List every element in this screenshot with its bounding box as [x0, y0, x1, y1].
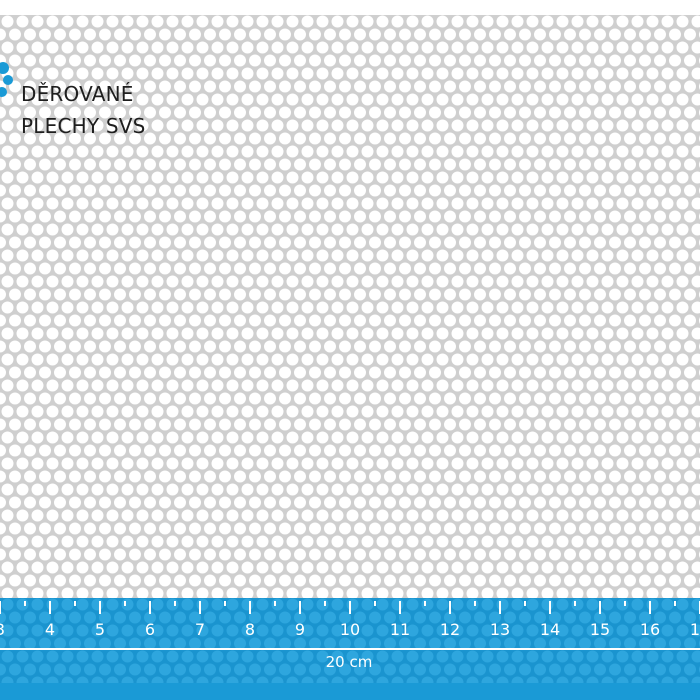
ruler-major-tick — [49, 601, 51, 614]
ruler-minor-tick — [574, 601, 576, 606]
ruler-major-tick — [349, 601, 351, 614]
ruler-number: 7 — [194, 620, 206, 639]
ruler-minor-tick — [524, 601, 526, 606]
ruler-major-tick — [99, 601, 101, 614]
ruler-number: 15 — [589, 620, 611, 639]
ruler-number: 4 — [44, 620, 56, 639]
ruler-number: 14 — [539, 620, 561, 639]
ruler-major-tick — [199, 601, 201, 614]
ruler-minor-tick — [624, 601, 626, 606]
ruler-number: 8 — [244, 620, 256, 639]
ruler-number: 11 — [389, 620, 411, 639]
ruler-background — [0, 598, 700, 700]
ruler-number: 5 — [94, 620, 106, 639]
logo-line-1: DĚROVANÉ — [21, 82, 134, 106]
ruler-minor-tick — [24, 601, 26, 606]
ruler-minor-tick — [124, 601, 126, 606]
ruler-minor-tick — [674, 601, 676, 606]
ruler-major-tick — [299, 601, 301, 614]
ruler-minor-tick — [424, 601, 426, 606]
length-label: 20 cm — [325, 653, 373, 671]
ruler-major-tick — [149, 601, 151, 614]
ruler-number: 16 — [639, 620, 661, 639]
ruler-minor-tick — [474, 601, 476, 606]
ruler-major-tick — [449, 601, 451, 614]
ruler-number: 10 — [339, 620, 361, 639]
ruler: 3 4 5 6 7 8 9 10 11 12 13 14 15 16 17 20 cm — [0, 598, 700, 700]
ruler-minor-tick — [174, 601, 176, 606]
ruler-number: 6 — [144, 620, 156, 639]
ruler-number: 13 — [489, 620, 511, 639]
ruler-number: 17 — [689, 620, 700, 639]
ruler-major-tick — [599, 601, 601, 614]
ruler-number: 12 — [439, 620, 461, 639]
ruler-major-tick — [249, 601, 251, 614]
ruler-number: 3 — [0, 620, 5, 639]
ruler-major-tick — [549, 601, 551, 614]
ruler-major-tick — [0, 601, 1, 614]
ruler-major-tick — [649, 601, 651, 614]
logo-line-2: PLECHY SVS — [21, 114, 146, 138]
ruler-minor-tick — [274, 601, 276, 606]
perforated-sheet — [0, 15, 700, 598]
ruler-major-tick — [499, 601, 501, 614]
ruler-minor-tick — [374, 601, 376, 606]
ruler-minor-tick — [224, 601, 226, 606]
ruler-minor-tick — [74, 601, 76, 606]
ruler-major-tick — [399, 601, 401, 614]
blue-dots-icon — [0, 62, 13, 97]
ruler-minor-tick — [324, 601, 326, 606]
ruler-number: 9 — [294, 620, 306, 639]
